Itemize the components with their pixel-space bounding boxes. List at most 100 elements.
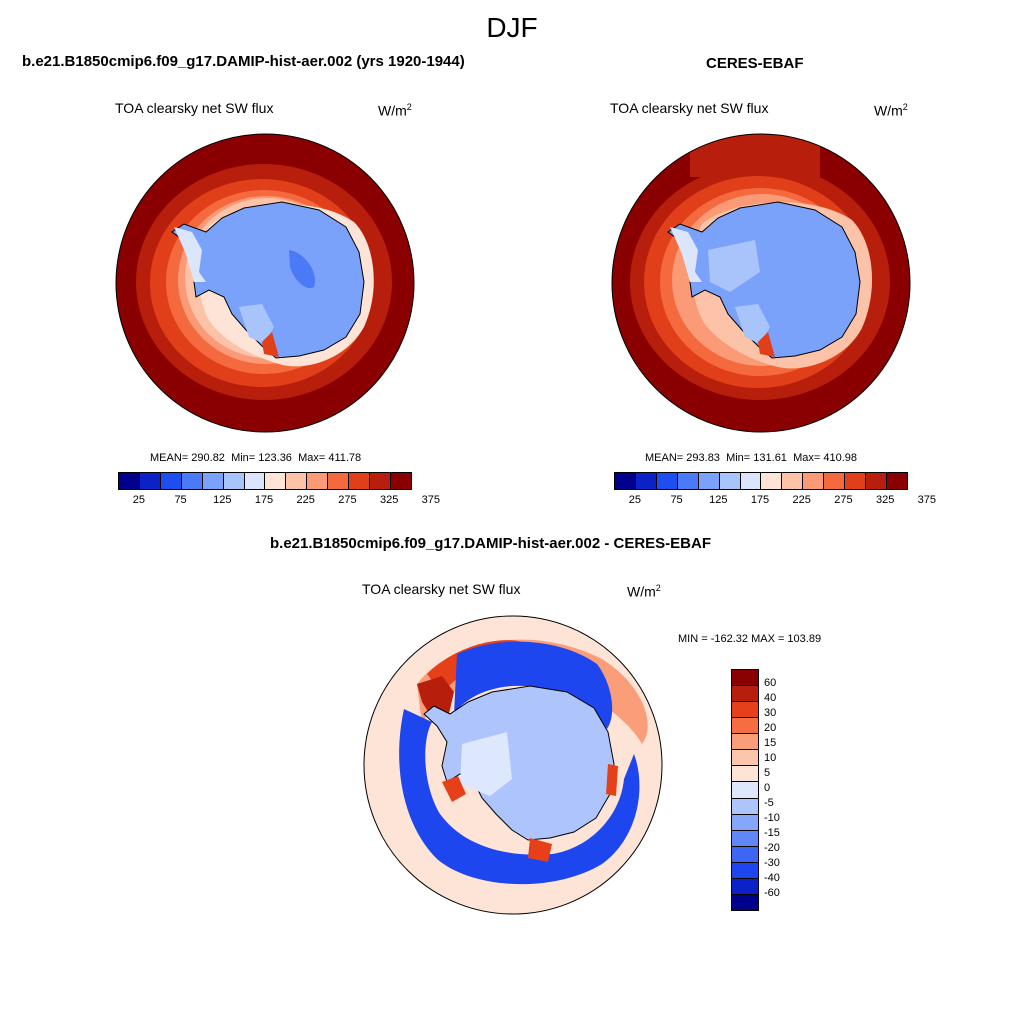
model-polar-map <box>115 133 415 433</box>
obs-colorbar <box>614 472 908 490</box>
colorbar-tick-label: 25 <box>132 494 145 506</box>
colorbar-tick-label: 0 <box>764 782 771 794</box>
colorbar-tick-label: 275 <box>834 494 853 506</box>
model-east-minimum <box>289 250 315 289</box>
colorbar-swatch <box>732 797 758 814</box>
obs-panel-title: CERES-EBAF <box>706 55 804 72</box>
model-colorbar <box>118 472 412 490</box>
colorbar-swatch <box>732 701 758 718</box>
diff-coastal-warm-south <box>528 838 552 862</box>
colorbar-swatch <box>369 473 390 489</box>
colorbar-tick-label: 20 <box>764 722 777 734</box>
diff-units-label: W/m2 <box>627 583 661 600</box>
model-variable-label: TOA clearsky net SW flux <box>115 100 274 116</box>
colorbar-tick-label: 30 <box>764 707 777 719</box>
colorbar-swatch <box>760 473 782 489</box>
colorbar-swatch <box>138 473 160 489</box>
colorbar-tick-label: 175 <box>750 494 770 506</box>
colorbar-tick-label: 60 <box>764 677 777 689</box>
diff-north-cool <box>454 641 613 729</box>
colorbar-swatch <box>348 473 370 489</box>
colorbar-swatch <box>389 473 411 489</box>
colorbar-swatch <box>201 473 223 489</box>
colorbar-tick-label: -40 <box>764 872 780 884</box>
colorbar-swatch <box>732 765 758 782</box>
colorbar-swatch <box>781 473 803 489</box>
colorbar-swatch <box>732 861 758 878</box>
colorbar-tick-label: 5 <box>764 767 771 779</box>
colorbar-swatch <box>732 717 758 734</box>
model-colorbar-ticks: 25 75 125 175 225 275 325 375 <box>118 494 440 508</box>
colorbar-swatch <box>732 845 758 862</box>
colorbar-swatch <box>732 877 758 894</box>
colorbar-swatch <box>732 749 758 766</box>
colorbar-swatch <box>285 473 307 489</box>
colorbar-swatch <box>306 473 328 489</box>
obs-coastal-maximum <box>758 332 775 357</box>
diff-antarctica-contour <box>423 685 615 841</box>
colorbar-swatch <box>222 473 244 489</box>
colorbar-swatch <box>823 473 845 489</box>
obs-units-label: W/m2 <box>874 102 908 119</box>
colorbar-swatch <box>264 473 286 489</box>
diff-coastal-warm-west <box>442 776 466 802</box>
colorbar-swatch <box>732 893 758 910</box>
diff-variable-label: TOA clearsky net SW flux <box>362 581 521 597</box>
colorbar-swatch <box>739 473 761 489</box>
model-peninsula <box>174 227 206 282</box>
colorbar-tick-label: -5 <box>764 797 774 809</box>
colorbar-tick-label: 325 <box>875 494 895 506</box>
colorbar-tick-label: 75 <box>174 494 187 506</box>
colorbar-swatch <box>732 670 758 686</box>
obs-colorbar-ticks: 25 75 125 175 225 275 325 375 <box>614 494 936 508</box>
colorbar-swatch <box>732 781 758 798</box>
colorbar-tick-label: 15 <box>764 737 777 749</box>
colorbar-tick-label: -10 <box>764 812 780 824</box>
colorbar-tick-label: -15 <box>764 827 780 839</box>
colorbar-tick-label: 125 <box>213 494 232 506</box>
colorbar-swatch <box>243 473 265 489</box>
colorbar-swatch <box>327 473 349 489</box>
colorbar-tick-label: 175 <box>254 494 274 506</box>
colorbar-tick-label: -20 <box>764 842 780 854</box>
colorbar-tick-label: 225 <box>792 494 811 506</box>
colorbar-swatch <box>676 473 698 489</box>
colorbar-swatch <box>180 473 202 489</box>
diff-colorbar <box>731 669 759 911</box>
obs-ice-shelf <box>735 304 770 344</box>
diff-north-strong <box>427 640 522 694</box>
colorbar-tick-label: 125 <box>709 494 728 506</box>
diff-panel-title: b.e21.B1850cmip6.f09_g17.DAMIP-hist-aer.… <box>270 535 711 552</box>
colorbar-tick-label: -30 <box>764 857 780 869</box>
obs-west-plateau <box>708 240 760 292</box>
model-stats: MEAN= 290.82 Min= 123.36 Max= 411.78 <box>150 452 362 464</box>
obs-stats: MEAN= 293.83 Min= 131.61 Max= 410.98 <box>645 452 857 464</box>
colorbar-swatch <box>732 685 758 702</box>
season-title: DJF <box>486 12 538 43</box>
colorbar-swatch <box>844 473 866 489</box>
model-coastal-maximum <box>262 332 279 357</box>
colorbar-swatch <box>732 829 758 846</box>
colorbar-tick-label: 275 <box>338 494 357 506</box>
colorbar-swatch <box>865 473 886 489</box>
colorbar-swatch <box>732 733 758 750</box>
model-ice-shelf <box>239 304 274 344</box>
colorbar-tick-label: 225 <box>296 494 315 506</box>
diff-colorbar-ticks: 60 40 30 20 15 10 5 0 -5 -10 -15 -20 -30 -40 -60 <box>764 669 804 909</box>
colorbar-tick-label: 25 <box>628 494 641 506</box>
diff-drake-max <box>417 676 454 722</box>
diff-ocean-cool <box>399 709 640 885</box>
colorbar-tick-label: 325 <box>379 494 399 506</box>
diff-coastal-warm-east <box>606 764 618 796</box>
obs-polar-map <box>611 133 911 433</box>
colorbar-swatch <box>159 473 181 489</box>
colorbar-swatch <box>732 813 758 830</box>
colorbar-tick-label: -60 <box>764 887 780 899</box>
colorbar-swatch <box>634 473 656 489</box>
colorbar-swatch <box>718 473 740 489</box>
colorbar-tick-label: 10 <box>764 752 777 764</box>
colorbar-tick-label: 40 <box>764 692 777 704</box>
colorbar-swatch <box>802 473 824 489</box>
model-units-label: W/m2 <box>378 102 412 119</box>
colorbar-tick-label: 375 <box>421 494 441 506</box>
